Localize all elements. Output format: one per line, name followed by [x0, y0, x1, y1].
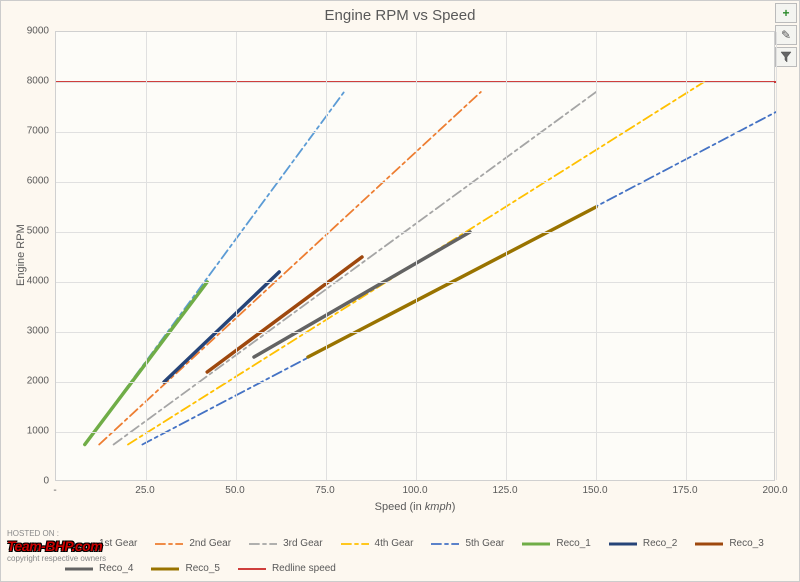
y-tick: 1000: [19, 426, 49, 437]
series-5th-gear: [142, 112, 776, 445]
legend-swatch: [249, 538, 277, 550]
gridline-h: [56, 232, 774, 233]
chart-container: Engine RPM vs Speed + ✎ Speed (in kmph) …: [1, 1, 799, 581]
legend-item[interactable]: Reco_4: [65, 563, 133, 575]
gridline-h: [56, 332, 774, 333]
gridline-h: [56, 82, 774, 83]
gridline-h: [56, 282, 774, 283]
legend-swatch: [155, 538, 183, 550]
legend-label: Reco_5: [185, 563, 219, 574]
x-tick: 175.0: [672, 485, 697, 496]
plot-area: [55, 31, 775, 481]
gridline-h: [56, 432, 774, 433]
gridline-v: [326, 32, 327, 480]
gridline-v: [236, 32, 237, 480]
y-tick: 4000: [19, 276, 49, 287]
legend-label: Reco_2: [643, 538, 677, 549]
gridline-v: [686, 32, 687, 480]
legend-label: Reco_1: [556, 538, 590, 549]
x-axis-label: Speed (in kmph): [55, 501, 775, 513]
watermark-logo: Team-BHP.com: [7, 538, 106, 554]
series-1st-gear: [85, 92, 344, 445]
legend-item[interactable]: Reco_3: [695, 538, 763, 550]
x-tick: 200.0: [762, 485, 787, 496]
legend-label: Reco_3: [729, 538, 763, 549]
legend-label: Redline speed: [272, 563, 336, 574]
gridline-v: [506, 32, 507, 480]
x-tick: 50.0: [225, 485, 244, 496]
x-tick: 125.0: [492, 485, 517, 496]
x-tick: 150.0: [582, 485, 607, 496]
legend-item[interactable]: 2nd Gear: [155, 538, 231, 550]
chart-filter-button[interactable]: [775, 47, 797, 67]
legend-swatch: [65, 563, 93, 575]
legend-item[interactable]: Reco_1: [522, 538, 590, 550]
gridline-v: [146, 32, 147, 480]
watermark: HOSTED ON : Team-BHP.com copyright respe…: [7, 529, 106, 563]
legend-item[interactable]: 5th Gear: [431, 538, 504, 550]
x-tick: 75.0: [315, 485, 334, 496]
series-3rd-gear: [114, 92, 596, 445]
legend-swatch: [695, 538, 723, 550]
legend-swatch: [609, 538, 637, 550]
watermark-hosted: HOSTED ON :: [7, 529, 106, 538]
gridline-v: [776, 32, 777, 480]
add-chart-element-button[interactable]: +: [775, 3, 797, 23]
x-tick: 25.0: [135, 485, 154, 496]
watermark-sub: copyright respective owners: [7, 554, 106, 563]
chart-title: Engine RPM vs Speed: [1, 7, 799, 24]
legend-swatch: [341, 538, 369, 550]
legend-swatch: [522, 538, 550, 550]
y-tick: 9000: [19, 26, 49, 37]
legend-label: Reco_4: [99, 563, 133, 574]
y-tick: 8000: [19, 76, 49, 87]
gridline-v: [596, 32, 597, 480]
legend-swatch: [151, 563, 179, 575]
y-tick: 7000: [19, 126, 49, 137]
y-tick: 2000: [19, 376, 49, 387]
gridline-h: [56, 182, 774, 183]
gridline-h: [56, 382, 774, 383]
legend-label: 2nd Gear: [189, 538, 231, 549]
gridline-v: [416, 32, 417, 480]
legend-label: 4th Gear: [375, 538, 414, 549]
gridline-h: [56, 132, 774, 133]
y-tick: 3000: [19, 326, 49, 337]
legend: 1st Gear2nd Gear3rd Gear4th Gear5th Gear…: [61, 533, 789, 579]
chart-styles-button[interactable]: ✎: [775, 25, 797, 45]
series-reco_3: [207, 257, 362, 372]
series-reco_4: [254, 232, 470, 357]
legend-item[interactable]: 3rd Gear: [249, 538, 322, 550]
legend-item[interactable]: Reco_2: [609, 538, 677, 550]
legend-item[interactable]: Reco_5: [151, 563, 219, 575]
legend-item[interactable]: 4th Gear: [341, 538, 414, 550]
y-tick: 0: [19, 476, 49, 487]
y-tick: 6000: [19, 176, 49, 187]
legend-label: 5th Gear: [465, 538, 504, 549]
chart-toolbar: + ✎: [775, 3, 797, 67]
series-2nd-gear: [99, 92, 481, 445]
legend-swatch: [238, 563, 266, 575]
legend-label: 3rd Gear: [283, 538, 322, 549]
x-tick: 100.0: [402, 485, 427, 496]
x-tick: -: [53, 485, 56, 496]
y-tick: 5000: [19, 226, 49, 237]
legend-item[interactable]: Redline speed: [238, 563, 336, 575]
series-reco_2: [164, 272, 279, 382]
legend-swatch: [431, 538, 459, 550]
